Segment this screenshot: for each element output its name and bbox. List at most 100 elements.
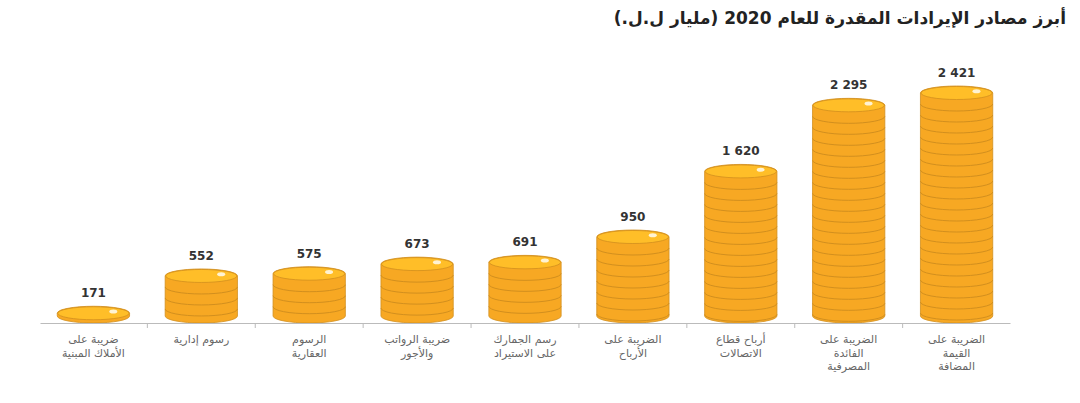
tick: الضريبة علىالقيمةالمضافة	[928, 323, 985, 373]
tick-label-line: الضريبة على	[928, 333, 985, 346]
tick: ضريبة علىالأملاك المبنية	[62, 323, 125, 360]
tick-label-line: الضريبة على	[820, 333, 877, 346]
tick-label-line: رسوم إدارية	[173, 333, 229, 346]
coin-top	[705, 165, 776, 178]
coin-edge	[165, 309, 237, 316]
coin-stack	[813, 98, 885, 323]
tick-label-line: القيمة	[943, 347, 971, 360]
coin-edge	[813, 292, 885, 299]
coin-edge	[813, 116, 885, 123]
tick-label-line: المضافة	[938, 360, 975, 373]
bar	[920, 86, 992, 323]
coin-edge	[489, 284, 561, 291]
coin-edge	[920, 203, 992, 210]
highlight	[217, 272, 225, 276]
coin-edge	[489, 295, 561, 302]
coin-edge	[813, 303, 885, 310]
data-label: 950	[620, 210, 645, 224]
coin-edge	[381, 275, 453, 282]
separator	[794, 323, 795, 328]
tick-label-line: المصرفية	[827, 360, 870, 373]
baseline	[41, 323, 1011, 324]
coin-top	[813, 99, 884, 112]
separator	[255, 323, 256, 328]
data-label: 552	[189, 249, 214, 263]
tick-label: الضريبة علىالقيمةالمضافة	[928, 333, 985, 374]
coin-edge	[920, 214, 992, 221]
tick-label-line: أرباح قطاع	[716, 332, 766, 346]
coin-edge	[705, 281, 777, 288]
tick-label-line: ضريبة الرواتب	[384, 333, 450, 346]
coin-edge	[920, 225, 992, 232]
highlight	[433, 260, 441, 264]
highlight	[541, 259, 549, 263]
coin-edge	[813, 193, 885, 200]
tick: الضريبة علىالأرباح	[604, 323, 661, 360]
highlight	[865, 102, 873, 106]
coin-edge	[381, 308, 453, 315]
tick: ضريبة الرواتبوالأجور	[384, 323, 450, 360]
chart: أبرز مصادر الإيرادات المقدرة للعام 2020 …	[0, 0, 1080, 403]
tick-label: الرسومالعقارية	[292, 333, 327, 360]
separator	[147, 323, 148, 328]
tick-label-line: الأملاك المبنية	[62, 346, 125, 360]
coin-edge	[273, 285, 345, 292]
coin-edge	[813, 127, 885, 134]
title: أبرز مصادر الإيرادات المقدرة للعام 2020 …	[614, 7, 1066, 29]
coin-edge	[705, 292, 777, 299]
coin-edge	[705, 303, 777, 310]
coin-edge	[597, 259, 669, 266]
coin-edge	[705, 182, 777, 189]
coin-edge	[705, 314, 777, 321]
data-label: 2 295	[830, 78, 868, 92]
bar	[381, 257, 453, 323]
highlight	[325, 270, 333, 274]
coin-top	[274, 267, 345, 280]
bar	[597, 230, 669, 323]
coin-edge	[597, 248, 669, 255]
tick-label: الضريبة علىالفائدةالمصرفية	[820, 333, 877, 374]
highlight	[757, 168, 765, 172]
coin-stack	[705, 164, 777, 323]
tick: الرسومالعقارية	[292, 323, 327, 360]
coin-edge	[705, 237, 777, 244]
coin-edge	[489, 306, 561, 313]
coin-stack	[920, 86, 992, 323]
highlight	[649, 233, 657, 237]
coin-edge	[920, 159, 992, 166]
coin-edge	[920, 148, 992, 155]
coin-edge	[813, 270, 885, 277]
coin-edge	[813, 259, 885, 266]
x-axis: ضريبة علىالأملاك المبنية رسوم إدارية الرسو…	[41, 323, 1011, 373]
coin-edge	[165, 298, 237, 305]
coin-edge	[920, 258, 992, 265]
coin-edge	[920, 115, 992, 122]
coin-edge	[597, 270, 669, 277]
tick-label-line: رسم الجمارك	[494, 333, 557, 346]
highlight	[972, 89, 980, 93]
coin-edge	[705, 259, 777, 266]
tick-label-line: الضريبة على	[604, 333, 661, 346]
tick-label-line: على الاستيراد	[494, 347, 556, 360]
coin-top	[58, 307, 129, 320]
coin-edge	[920, 126, 992, 133]
coin-edge	[273, 307, 345, 314]
coin-stack	[381, 257, 453, 323]
coin-edge	[813, 204, 885, 211]
coin-edge	[705, 270, 777, 277]
coin-edge	[813, 226, 885, 233]
coin-edge	[813, 171, 885, 178]
tick-label-line: الفائدة	[834, 347, 864, 360]
bar	[705, 164, 777, 323]
separator	[686, 323, 687, 328]
coin-edge	[813, 160, 885, 167]
coin-edge	[705, 226, 777, 233]
plot-area	[57, 86, 992, 323]
coin-top	[489, 256, 560, 269]
tick-label-line: ضريبة على	[68, 333, 119, 346]
bar	[489, 255, 561, 323]
tick-label-line: العقارية	[292, 347, 327, 360]
tick: رسم الجماركعلى الاستيراد	[494, 323, 557, 360]
coin-edge	[813, 237, 885, 244]
data-label: 575	[297, 247, 322, 261]
